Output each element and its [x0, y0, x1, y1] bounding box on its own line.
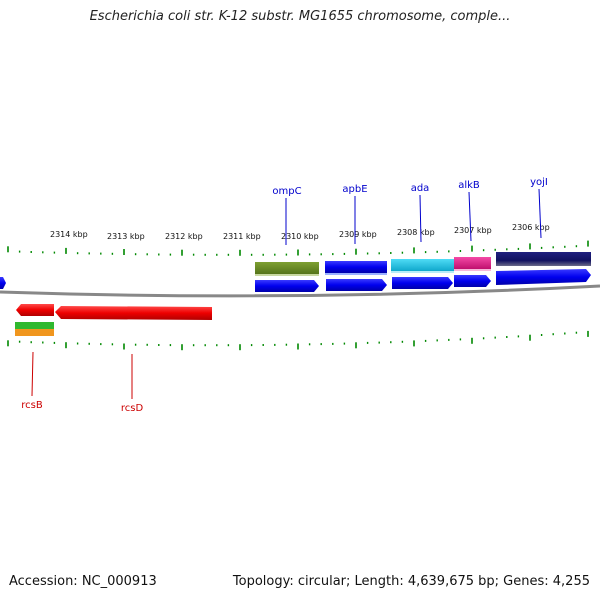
gene-label-rcsD[interactable]: rcsD [121, 403, 144, 414]
tick-marks-top [7, 240, 589, 256]
cds-arrow-rcsB[interactable] [16, 304, 54, 316]
gene-label-apbE[interactable]: apbE [342, 184, 367, 195]
cds-arrow-apbE[interactable] [326, 279, 387, 291]
cds-arrow-rcsD[interactable] [55, 306, 212, 320]
gene-label-ompC[interactable]: ompC [272, 186, 301, 197]
kbp-label-2313: 2313 kbp [107, 232, 145, 241]
genome-summary: Topology: circular; Length: 4,639,675 bp… [232, 574, 590, 589]
leader-alkB [468, 191, 472, 242]
cds-arrow-ada[interactable] [392, 277, 453, 289]
cds-arrow-yojI[interactable] [496, 269, 591, 285]
kbp-label-2312: 2312 kbp [165, 232, 203, 241]
gene-label-yojI[interactable]: yojI [530, 177, 548, 188]
gene-labels-top: ompC apbE ada alkB yojI [272, 177, 547, 197]
kbp-scale: 2314 kbp 2313 kbp 2312 kbp 2311 kbp 2310… [50, 223, 550, 241]
kbp-label-2310: 2310 kbp [281, 232, 319, 241]
kbp-label-2314: 2314 kbp [50, 230, 88, 239]
gene-labels-bottom: rcsB rcsD [21, 400, 143, 414]
leader-ada [419, 194, 422, 243]
gene-label-rcsB[interactable]: rcsB [21, 400, 43, 411]
kbp-label-2306: 2306 kbp [512, 223, 550, 232]
chromosome-backbone [0, 284, 600, 298]
gene-leaders-top [285, 188, 542, 245]
cds-arrow-alkB[interactable] [454, 275, 491, 287]
feature-magenta[interactable] [454, 257, 491, 269]
feature-navy[interactable] [496, 252, 591, 266]
tick-marks-bottom [7, 330, 589, 351]
kbp-label-2307: 2307 kbp [454, 226, 492, 235]
feature-magenta-shadow [454, 269, 491, 271]
accession-label: Accession: NC_000913 [9, 574, 157, 589]
feature-track-top [255, 252, 591, 276]
gene-label-alkB[interactable]: alkB [458, 180, 480, 191]
feature-olive[interactable] [255, 262, 319, 274]
leader-rcsB [31, 351, 34, 397]
feature-track-bottom [15, 322, 54, 336]
kbp-label-2309: 2309 kbp [339, 230, 377, 239]
cds-arrow-offscreen-left[interactable] [0, 277, 6, 289]
leader-yojI [538, 188, 542, 239]
gene-leaders-bottom [31, 351, 133, 399]
kbp-label-2308: 2308 kbp [397, 228, 435, 237]
cds-track-forward [0, 269, 591, 292]
feature-cyan-shadow [391, 271, 454, 273]
feature-green-rcsB[interactable] [15, 322, 54, 329]
gene-label-ada[interactable]: ada [411, 183, 430, 194]
feature-blue-apbE-shadow [325, 273, 387, 275]
feature-blue-apbE[interactable] [325, 261, 387, 273]
cds-track-reverse [16, 304, 212, 320]
map-title: Escherichia coli str. K-12 substr. MG165… [89, 9, 511, 24]
feature-cyan[interactable] [391, 259, 454, 271]
cds-arrow-ompC[interactable] [255, 280, 319, 292]
kbp-label-2311: 2311 kbp [223, 232, 261, 241]
feature-orange-rcsB[interactable] [15, 329, 54, 336]
feature-olive-shadow [255, 274, 319, 276]
